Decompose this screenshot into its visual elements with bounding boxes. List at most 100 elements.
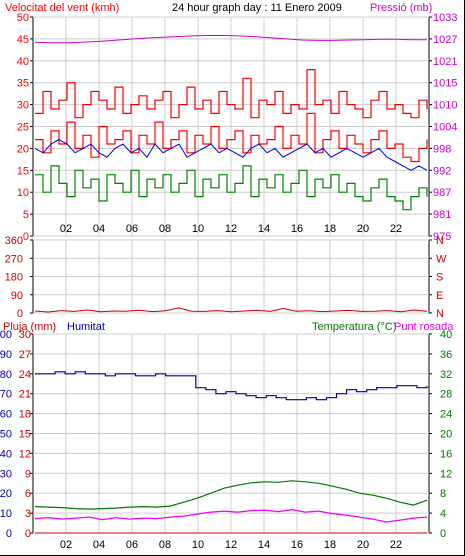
humidity-tick-label: 80: [0, 369, 12, 381]
compass-tick-label: N: [436, 308, 444, 320]
wind-speed-tick-label: 10: [17, 187, 29, 199]
x-tick-label: 10: [192, 223, 204, 235]
pressure-tick-label: 998: [433, 143, 451, 155]
wind-speed-axis-title: Velocitat del vent (kmh): [5, 2, 119, 14]
pressure-tick-label: 1015: [433, 78, 457, 90]
compass-tick-label: S: [436, 272, 443, 284]
x-tick-label: 12: [225, 223, 237, 235]
temperature-tick-label: 4: [440, 508, 446, 520]
x-tick-label: 16: [291, 539, 303, 551]
rain-axis-title: Pluja (mm): [3, 321, 56, 333]
wind-average-line: [34, 139, 428, 171]
wind-speed-tick-label: 20: [17, 143, 29, 155]
pressure-tick-label: 1027: [433, 34, 457, 46]
temperature-axis-title: Temperatura (°C): [312, 321, 396, 333]
x-tick-label: 22: [390, 539, 402, 551]
wind-speed-tick-label: 15: [17, 165, 29, 177]
humidity-tick-label: 20: [0, 488, 12, 500]
humidity-tick-label: 60: [0, 409, 12, 421]
humidity-tick-label: 30: [0, 468, 12, 480]
wind-speed-tick-label: 35: [17, 78, 29, 90]
wind-speed-tick-label: 50: [17, 12, 29, 24]
pressure-tick-label: 981: [433, 209, 451, 221]
chart-title: 24 hour graph day : 11 Enero 2009: [172, 2, 342, 14]
rain-tick-label: 27: [19, 349, 31, 361]
wind-speed-tick-label: 0: [23, 231, 29, 243]
x-tick-label: 14: [258, 539, 270, 551]
x-tick-label: 16: [291, 223, 303, 235]
x-tick-label: 14: [258, 223, 270, 235]
panel3-grid: [30, 333, 432, 534]
direction-tick-label: 90: [11, 290, 23, 302]
rain-tick-label: 3: [25, 508, 31, 520]
temperature-tick-label: 12: [440, 468, 452, 480]
wind-direction-line: [34, 307, 428, 313]
x-tick-label: 12: [225, 539, 237, 551]
humidity-tick-label: 10: [0, 508, 12, 520]
rain-tick-label: 24: [19, 369, 31, 381]
x-tick-label: 04: [93, 223, 105, 235]
temperature-tick-label: 28: [440, 389, 452, 401]
wind-low-line: [35, 165, 428, 211]
rain-tick-label: 15: [19, 429, 31, 441]
humidity-tick-label: 100: [0, 329, 12, 341]
temperature-tick-label: 40: [440, 329, 452, 341]
panel2-grid: [30, 239, 432, 314]
compass-tick-label: W: [436, 253, 447, 265]
x-tick-label: 04: [93, 539, 105, 551]
pressure-line: [34, 35, 427, 44]
temperature-tick-label: 16: [440, 448, 452, 460]
wind-speed-tick-label: 5: [23, 209, 29, 221]
x-tick-label: 02: [60, 223, 72, 235]
wind-speed-tick-label: 45: [17, 34, 29, 46]
temperature-line: [34, 480, 428, 510]
humidity-tick-label: 90: [0, 349, 12, 361]
humidity-axis-title: Humitat: [67, 321, 105, 333]
humidity-tick-label: 0: [6, 528, 12, 540]
rain-tick-label: 0: [25, 528, 31, 540]
temperature-tick-label: 0: [440, 528, 446, 540]
rain-tick-label: 21: [19, 389, 31, 401]
rain-tick-label: 12: [19, 448, 31, 460]
x-tick-label: 08: [159, 223, 171, 235]
temperature-tick-label: 36: [440, 349, 452, 361]
x-tick-label: 10: [192, 539, 204, 551]
direction-tick-label: 270: [5, 253, 23, 265]
wind-speed-line: [35, 112, 428, 163]
rain-tick-label: 18: [19, 409, 31, 421]
humidity-tick-label: 70: [0, 389, 12, 401]
axis-tick-labels: 0202040406060808101012121414161618182020…: [0, 12, 457, 551]
x-tick-label: 18: [324, 223, 336, 235]
temperature-tick-label: 24: [440, 409, 452, 421]
pressure-tick-label: 992: [433, 165, 451, 177]
rain-tick-label: 6: [25, 488, 31, 500]
compass-tick-label: E: [436, 290, 443, 302]
direction-tick-label: 360: [5, 235, 23, 247]
x-tick-label: 18: [324, 539, 336, 551]
pressure-tick-label: 1033: [433, 12, 457, 24]
chart-marks: [34, 35, 428, 534]
x-tick-label: 06: [126, 539, 138, 551]
wind-gust-line: [35, 69, 428, 119]
wind-speed-tick-label: 25: [17, 122, 29, 134]
dewpoint-line: [34, 508, 428, 523]
compass-tick-label: N: [436, 235, 444, 247]
humidity-tick-label: 40: [0, 448, 12, 460]
pressure-axis-title: Pressió (mb): [370, 2, 432, 14]
dewpoint-axis-title: Punt rosada: [394, 321, 454, 333]
pressure-tick-label: 987: [433, 187, 451, 199]
panel1-grid: [30, 16, 432, 237]
rain-tick-label: 30: [19, 329, 31, 341]
pressure-tick-label: 1021: [433, 56, 457, 68]
temperature-tick-label: 32: [440, 369, 452, 381]
x-tick-label: 20: [357, 539, 369, 551]
rain-tick-label: 9: [25, 468, 31, 480]
wind-speed-tick-label: 40: [17, 56, 29, 68]
x-tick-label: 20: [357, 223, 369, 235]
humidity-line: [35, 371, 428, 401]
x-tick-label: 08: [159, 539, 171, 551]
direction-tick-label: 0: [17, 308, 23, 320]
temperature-tick-label: 20: [440, 429, 452, 441]
